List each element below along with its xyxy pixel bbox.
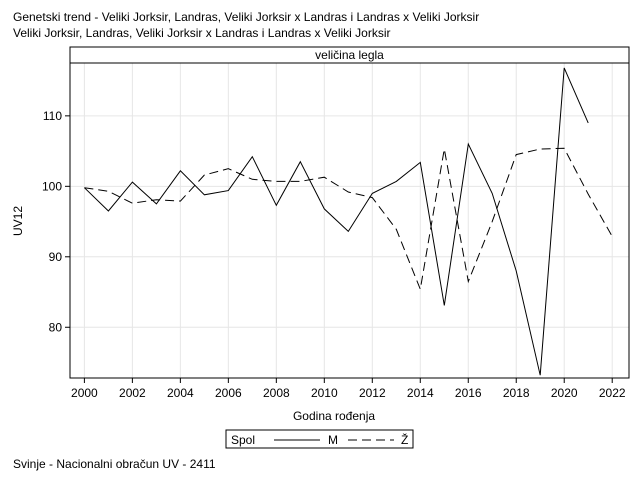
x-tick-label: 2002 <box>119 386 146 400</box>
x-tick-label: 2008 <box>263 386 290 400</box>
x-tick-label: 2012 <box>359 386 386 400</box>
legend-label-m: M <box>328 433 338 447</box>
x-axis-title: Godina rođenja <box>293 409 375 423</box>
y-tick-label: 110 <box>43 109 62 123</box>
legend-title: Spol <box>231 433 255 447</box>
series-line-m <box>84 67 589 376</box>
footnote: Svinje - Nacionalni obračun UV - 2411 <box>13 457 216 471</box>
x-axis: 2000 2002 2004 2006 2008 2010 2012 2014 2016 2018… <box>71 378 626 400</box>
series-line-z <box>84 147 613 292</box>
y-axis-title: UV12 <box>11 206 25 236</box>
grid-lines <box>70 63 629 378</box>
x-tick-label: 2010 <box>311 386 338 400</box>
legend-box <box>225 429 414 449</box>
chart-title-line-2: Veliki Jorksir, Landras, Veliki Jorksir … <box>13 26 391 40</box>
series-lines <box>84 67 613 376</box>
x-tick-label: 2000 <box>71 386 98 400</box>
chart-title-line-1: Genetski trend - Veliki Jorksir, Landras… <box>13 10 480 24</box>
x-tick-label: 2014 <box>407 386 434 400</box>
legend: Spol M Ž <box>225 429 414 449</box>
x-tick-label: 2022 <box>599 386 626 400</box>
panel-header-label: veličina legla <box>315 48 384 62</box>
x-tick-label: 2004 <box>167 386 194 400</box>
y-tick-label: 80 <box>49 320 63 334</box>
x-tick-label: 2020 <box>551 386 578 400</box>
x-tick-label: 2006 <box>215 386 242 400</box>
y-axis: 80 90 100 110 <box>42 109 70 334</box>
legend-label-z: Ž <box>401 432 408 447</box>
y-tick-label: 90 <box>49 250 63 264</box>
y-tick-label: 100 <box>42 179 62 193</box>
plot-area <box>69 62 630 379</box>
x-tick-label: 2018 <box>503 386 530 400</box>
x-tick-label: 2016 <box>455 386 482 400</box>
